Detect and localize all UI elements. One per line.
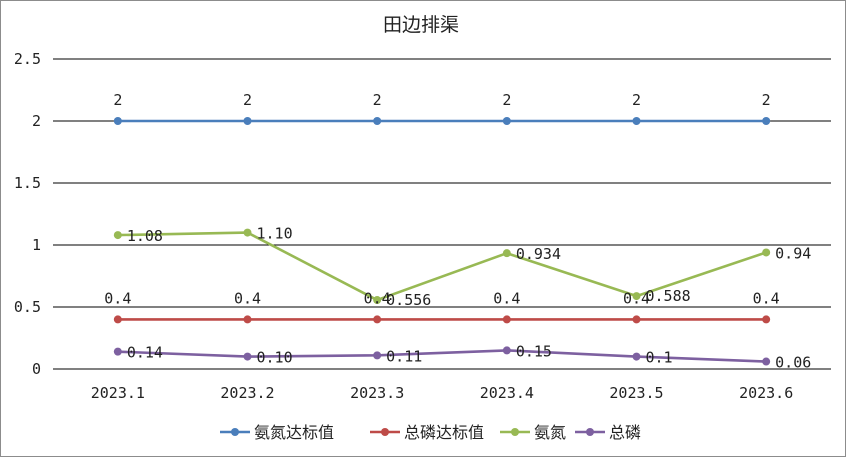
x-tick-label: 2023.6 xyxy=(739,384,793,402)
x-tick-label: 2023.3 xyxy=(350,384,404,402)
data-point xyxy=(632,315,641,324)
data-label: 0.588 xyxy=(646,287,691,305)
data-label: 0.14 xyxy=(127,344,163,362)
data-point xyxy=(243,228,252,237)
x-tick-label: 2023.2 xyxy=(220,384,274,402)
data-point xyxy=(113,231,122,240)
legend-marker xyxy=(231,428,239,436)
y-tick-label: 0.5 xyxy=(14,298,41,316)
data-label: 0.4 xyxy=(234,289,261,307)
y-tick-label: 0 xyxy=(32,360,41,378)
data-label: 0.4 xyxy=(623,289,650,307)
x-tick-label: 2023.4 xyxy=(480,384,534,402)
data-label: 0.1 xyxy=(646,349,673,367)
data-label: 2 xyxy=(632,91,641,109)
data-point xyxy=(762,248,771,257)
data-point xyxy=(373,117,382,125)
y-tick-label: 1.5 xyxy=(14,174,41,192)
data-label: 0.4 xyxy=(753,289,780,307)
legend-label: 氨氮 xyxy=(534,423,566,442)
data-point xyxy=(113,117,122,125)
legend-label: 总磷达标值 xyxy=(404,423,484,442)
data-label: 0.4 xyxy=(493,289,520,307)
data-point xyxy=(502,249,511,258)
data-point xyxy=(632,352,641,361)
data-point xyxy=(373,351,382,360)
data-point xyxy=(502,315,511,324)
data-label: 2 xyxy=(243,91,252,109)
data-label: 0.4 xyxy=(364,289,391,307)
series-line xyxy=(117,231,767,302)
data-label: 0.06 xyxy=(775,354,811,372)
y-tick-label: 1 xyxy=(32,236,41,254)
data-point xyxy=(632,292,641,301)
legend-marker xyxy=(511,428,519,436)
data-label: 2 xyxy=(113,91,122,109)
data-point xyxy=(243,117,252,125)
data-point xyxy=(762,315,771,324)
data-point xyxy=(113,315,122,324)
data-label: 2 xyxy=(373,91,382,109)
data-label: 0.94 xyxy=(775,244,811,262)
chart-title: 田边排渠 xyxy=(383,14,459,36)
data-label: 1.08 xyxy=(127,227,163,245)
data-label: 2 xyxy=(502,91,511,109)
data-label: 0.934 xyxy=(516,245,561,263)
data-point xyxy=(113,347,122,356)
data-label: 0.10 xyxy=(257,349,293,367)
legend-marker xyxy=(381,428,389,436)
legend-label: 氨氮达标值 xyxy=(254,423,334,442)
data-label: 1.10 xyxy=(257,225,293,243)
series-line xyxy=(117,349,767,363)
x-tick-label: 2023.1 xyxy=(91,384,145,402)
legend-marker xyxy=(586,428,594,436)
data-label: 2 xyxy=(762,91,771,109)
data-label: 0.4 xyxy=(104,289,131,307)
data-point xyxy=(502,117,511,125)
data-point xyxy=(632,117,641,125)
data-point xyxy=(502,346,511,355)
data-point xyxy=(373,296,382,305)
data-point xyxy=(243,315,252,324)
x-tick-label: 2023.5 xyxy=(609,384,663,402)
data-point xyxy=(762,117,771,125)
data-label: 0.11 xyxy=(386,347,422,365)
data-label: 0.556 xyxy=(386,291,431,309)
data-point xyxy=(373,315,382,324)
y-tick-label: 2.5 xyxy=(14,50,41,68)
data-point xyxy=(762,357,771,366)
legend-label: 总磷 xyxy=(609,423,641,442)
y-tick-label: 2 xyxy=(32,112,41,130)
data-point xyxy=(243,352,252,361)
data-label: 0.15 xyxy=(516,342,552,360)
